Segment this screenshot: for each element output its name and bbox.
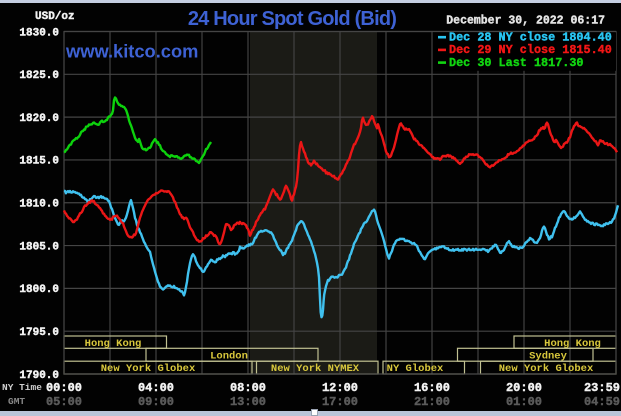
svg-text:1830.0: 1830.0 bbox=[19, 27, 59, 39]
svg-text:GMT: GMT bbox=[8, 396, 25, 407]
svg-text:New York NYMEX: New York NYMEX bbox=[271, 363, 360, 375]
svg-text:1790.0: 1790.0 bbox=[19, 370, 59, 382]
svg-text:Dec 28 NY close 1804.40: Dec 28 NY close 1804.40 bbox=[449, 30, 612, 44]
svg-text:12:00: 12:00 bbox=[322, 381, 358, 395]
svg-text:05:00: 05:00 bbox=[46, 395, 82, 409]
svg-text:New York Globex: New York Globex bbox=[499, 363, 594, 375]
svg-text:NY Time: NY Time bbox=[2, 382, 42, 393]
svg-text:1810.0: 1810.0 bbox=[19, 199, 59, 211]
svg-text:00:00: 00:00 bbox=[46, 381, 82, 395]
svg-text:1805.0: 1805.0 bbox=[19, 241, 59, 253]
svg-text:01:00: 01:00 bbox=[506, 395, 542, 409]
svg-text:08:00: 08:00 bbox=[230, 381, 266, 395]
svg-text:17:00: 17:00 bbox=[322, 395, 358, 409]
svg-text:USD/oz: USD/oz bbox=[35, 11, 75, 23]
svg-text:1825.0: 1825.0 bbox=[19, 70, 59, 82]
svg-text:23:59: 23:59 bbox=[584, 381, 620, 395]
svg-text:NY Globex: NY Globex bbox=[387, 363, 444, 375]
svg-text:09:00: 09:00 bbox=[138, 395, 174, 409]
svg-text:Sydney: Sydney bbox=[529, 350, 568, 362]
svg-text:1800.0: 1800.0 bbox=[19, 284, 59, 296]
svg-text:Hong Kong: Hong Kong bbox=[544, 338, 601, 350]
svg-text:Dec 30 Last 1817.30: Dec 30 Last 1817.30 bbox=[449, 56, 584, 70]
svg-text:21:00: 21:00 bbox=[414, 395, 450, 409]
svg-text:24 Hour Spot Gold (Bid): 24 Hour Spot Gold (Bid) bbox=[188, 8, 396, 30]
svg-text:1815.0: 1815.0 bbox=[19, 156, 59, 168]
svg-text:New York Globex: New York Globex bbox=[101, 363, 196, 375]
svg-text:13:00: 13:00 bbox=[230, 395, 266, 409]
svg-text:1820.0: 1820.0 bbox=[19, 113, 59, 125]
svg-text:www.kitco.com: www.kitco.com bbox=[65, 41, 198, 62]
svg-text:20:00: 20:00 bbox=[506, 381, 542, 395]
svg-text:December 30, 2022 06:17: December 30, 2022 06:17 bbox=[446, 15, 605, 28]
svg-text:Dec 29 NY close 1815.40: Dec 29 NY close 1815.40 bbox=[449, 43, 612, 57]
svg-text:04:00: 04:00 bbox=[138, 381, 174, 395]
svg-text:04:59: 04:59 bbox=[584, 395, 620, 409]
svg-text:1795.0: 1795.0 bbox=[19, 327, 59, 339]
svg-text:Hong Kong: Hong Kong bbox=[85, 338, 142, 350]
svg-text:London: London bbox=[210, 350, 248, 362]
svg-text:16:00: 16:00 bbox=[414, 381, 450, 395]
